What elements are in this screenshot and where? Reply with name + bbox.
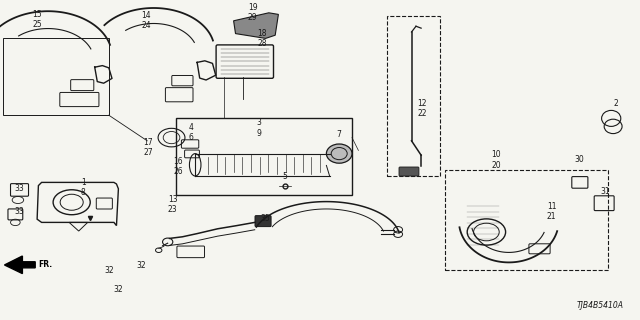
Text: 2: 2 — [614, 100, 619, 108]
Text: 17
27: 17 27 — [143, 138, 154, 157]
Text: 15
25: 15 25 — [32, 10, 42, 29]
Text: 32: 32 — [113, 285, 124, 294]
Bar — [176, 118, 352, 195]
Text: 16
26: 16 26 — [173, 157, 183, 176]
Bar — [3, 38, 109, 115]
Text: 31: 31 — [600, 188, 610, 196]
Text: 11
21: 11 21 — [547, 202, 556, 221]
Text: 14
24: 14 24 — [141, 11, 151, 30]
Ellipse shape — [326, 144, 352, 163]
Polygon shape — [4, 256, 35, 274]
Text: TJB4B5410A: TJB4B5410A — [577, 301, 624, 310]
Polygon shape — [234, 13, 278, 38]
FancyBboxPatch shape — [399, 167, 419, 176]
FancyBboxPatch shape — [255, 216, 271, 227]
Text: 7: 7 — [337, 130, 342, 139]
Text: 5: 5 — [282, 172, 287, 181]
Text: 30: 30 — [574, 156, 584, 164]
Text: 3
9: 3 9 — [257, 118, 262, 138]
Text: 33: 33 — [14, 207, 24, 216]
Text: FR.: FR. — [38, 260, 52, 269]
Bar — [387, 16, 440, 176]
Bar — [445, 170, 608, 270]
Text: 35: 35 — [260, 214, 271, 223]
Text: 33: 33 — [14, 184, 24, 193]
Text: 19
29: 19 29 — [248, 3, 258, 22]
Text: 10
20: 10 20 — [491, 150, 501, 170]
Text: 32: 32 — [104, 266, 114, 275]
Text: 4
6: 4 6 — [188, 123, 193, 142]
Text: 32: 32 — [136, 261, 146, 270]
Text: 12
22: 12 22 — [418, 99, 427, 118]
Text: 18
28: 18 28 — [258, 29, 267, 48]
Text: 1
8: 1 8 — [81, 178, 86, 197]
Text: 13
23: 13 23 — [168, 195, 178, 214]
